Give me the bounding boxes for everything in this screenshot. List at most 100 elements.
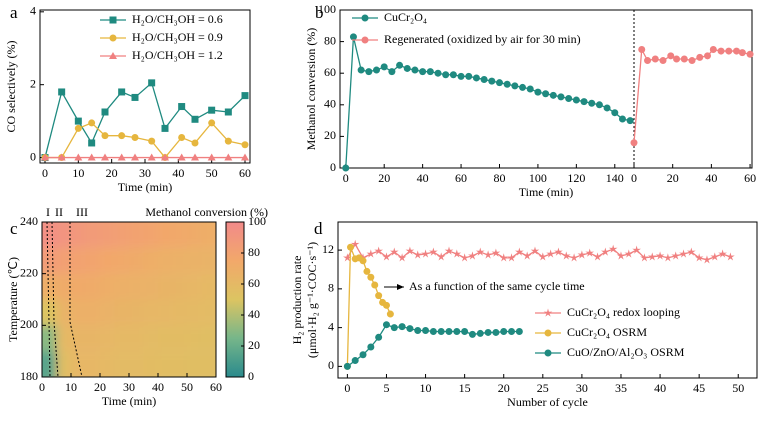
marker bbox=[389, 247, 399, 256]
heatmap-cell bbox=[201, 325, 216, 352]
colorbar-tick-label: 60 bbox=[248, 276, 260, 290]
series-line bbox=[345, 36, 631, 169]
marker bbox=[655, 251, 665, 260]
marker bbox=[58, 88, 66, 96]
x-axis-label: Time (min) bbox=[118, 180, 173, 194]
marker bbox=[526, 85, 534, 93]
marker bbox=[208, 106, 216, 114]
marker bbox=[483, 250, 493, 259]
marker bbox=[718, 249, 727, 258]
marker bbox=[557, 93, 565, 101]
y-tick-label: 0 bbox=[330, 160, 336, 174]
marker bbox=[511, 82, 519, 90]
legend-marker bbox=[361, 14, 369, 22]
heatmap-cell bbox=[201, 247, 216, 274]
x-tick-label: 35 bbox=[615, 381, 627, 395]
panel-letter: a bbox=[10, 3, 18, 22]
marker bbox=[147, 153, 156, 161]
x-tick-label: 60 bbox=[210, 380, 222, 394]
x-tick-label: 20 bbox=[106, 166, 118, 180]
marker bbox=[460, 253, 469, 262]
heatmap-cell bbox=[42, 222, 57, 248]
marker bbox=[41, 153, 49, 161]
marker bbox=[351, 357, 359, 365]
marker bbox=[644, 57, 652, 65]
marker bbox=[131, 93, 139, 101]
y-tick-label: 20 bbox=[324, 128, 336, 142]
marker bbox=[461, 327, 469, 335]
y-tick-label: 100 bbox=[318, 2, 336, 16]
heatmap-cell bbox=[114, 299, 129, 326]
heatmap-cell bbox=[100, 351, 115, 377]
y-tick-label: 60 bbox=[324, 65, 336, 79]
heatmap-cell bbox=[172, 325, 187, 352]
marker bbox=[687, 247, 696, 256]
heatmap-cell bbox=[201, 273, 216, 300]
marker bbox=[74, 153, 83, 161]
legend-marker bbox=[109, 34, 117, 42]
x-tick-label: 10 bbox=[65, 380, 77, 394]
annotation: As a function of the same cycle time bbox=[409, 279, 585, 293]
y-axis-label: Methanol conversion (%) bbox=[304, 28, 318, 151]
marker bbox=[88, 139, 96, 147]
marker bbox=[618, 115, 626, 123]
heatmap-cell bbox=[100, 299, 115, 326]
marker bbox=[367, 273, 375, 281]
heatmap-cell bbox=[114, 222, 129, 248]
heatmap-cell bbox=[172, 273, 187, 300]
marker bbox=[577, 250, 587, 259]
marker bbox=[382, 301, 390, 309]
marker bbox=[702, 255, 712, 264]
marker bbox=[465, 72, 473, 80]
marker bbox=[472, 74, 480, 82]
heatmap-cell bbox=[158, 247, 173, 274]
marker bbox=[411, 66, 419, 74]
y-axis-label: Temperature (℃) bbox=[6, 257, 20, 342]
marker bbox=[347, 243, 355, 251]
heatmap-cell bbox=[100, 247, 115, 274]
marker bbox=[484, 328, 492, 336]
heatmap-cell bbox=[172, 222, 187, 248]
marker bbox=[569, 253, 579, 262]
legend-marker bbox=[544, 329, 552, 337]
marker bbox=[452, 249, 462, 258]
marker bbox=[88, 119, 96, 127]
heatmap-cell bbox=[71, 325, 86, 352]
x-tick-label: 20 bbox=[667, 171, 679, 185]
heatmap-cell bbox=[143, 325, 158, 352]
x-tick-label: 50 bbox=[732, 381, 744, 395]
marker bbox=[534, 88, 542, 96]
marker bbox=[342, 164, 350, 172]
marker bbox=[500, 327, 508, 335]
marker bbox=[651, 55, 659, 63]
heatmap-cell bbox=[187, 222, 202, 248]
phase-boundary bbox=[46, 221, 51, 378]
heatmap-cell bbox=[187, 351, 202, 377]
heatmap-cell bbox=[158, 299, 173, 326]
heatmap-cell bbox=[158, 351, 173, 377]
marker bbox=[224, 153, 233, 161]
marker bbox=[382, 252, 391, 261]
marker bbox=[630, 139, 638, 147]
marker bbox=[343, 253, 352, 262]
marker bbox=[444, 246, 454, 255]
marker bbox=[679, 249, 688, 258]
x-axis-label: Time (min) bbox=[102, 394, 157, 408]
marker bbox=[224, 137, 232, 145]
heatmap-cell bbox=[187, 273, 202, 300]
heatmap-cell bbox=[85, 222, 100, 248]
x-tick-label: 15 bbox=[459, 381, 471, 395]
marker bbox=[601, 247, 610, 256]
marker bbox=[468, 330, 476, 338]
marker bbox=[696, 53, 704, 61]
marker bbox=[207, 153, 216, 161]
heatmap-cell bbox=[85, 273, 100, 300]
heatmap-cell bbox=[71, 299, 86, 326]
marker bbox=[131, 134, 139, 141]
marker bbox=[667, 52, 675, 60]
marker bbox=[386, 310, 394, 318]
heatmap-cell bbox=[158, 222, 173, 248]
heatmap-cell bbox=[143, 273, 158, 300]
marker bbox=[704, 52, 712, 60]
heatmap-cell bbox=[129, 325, 144, 352]
